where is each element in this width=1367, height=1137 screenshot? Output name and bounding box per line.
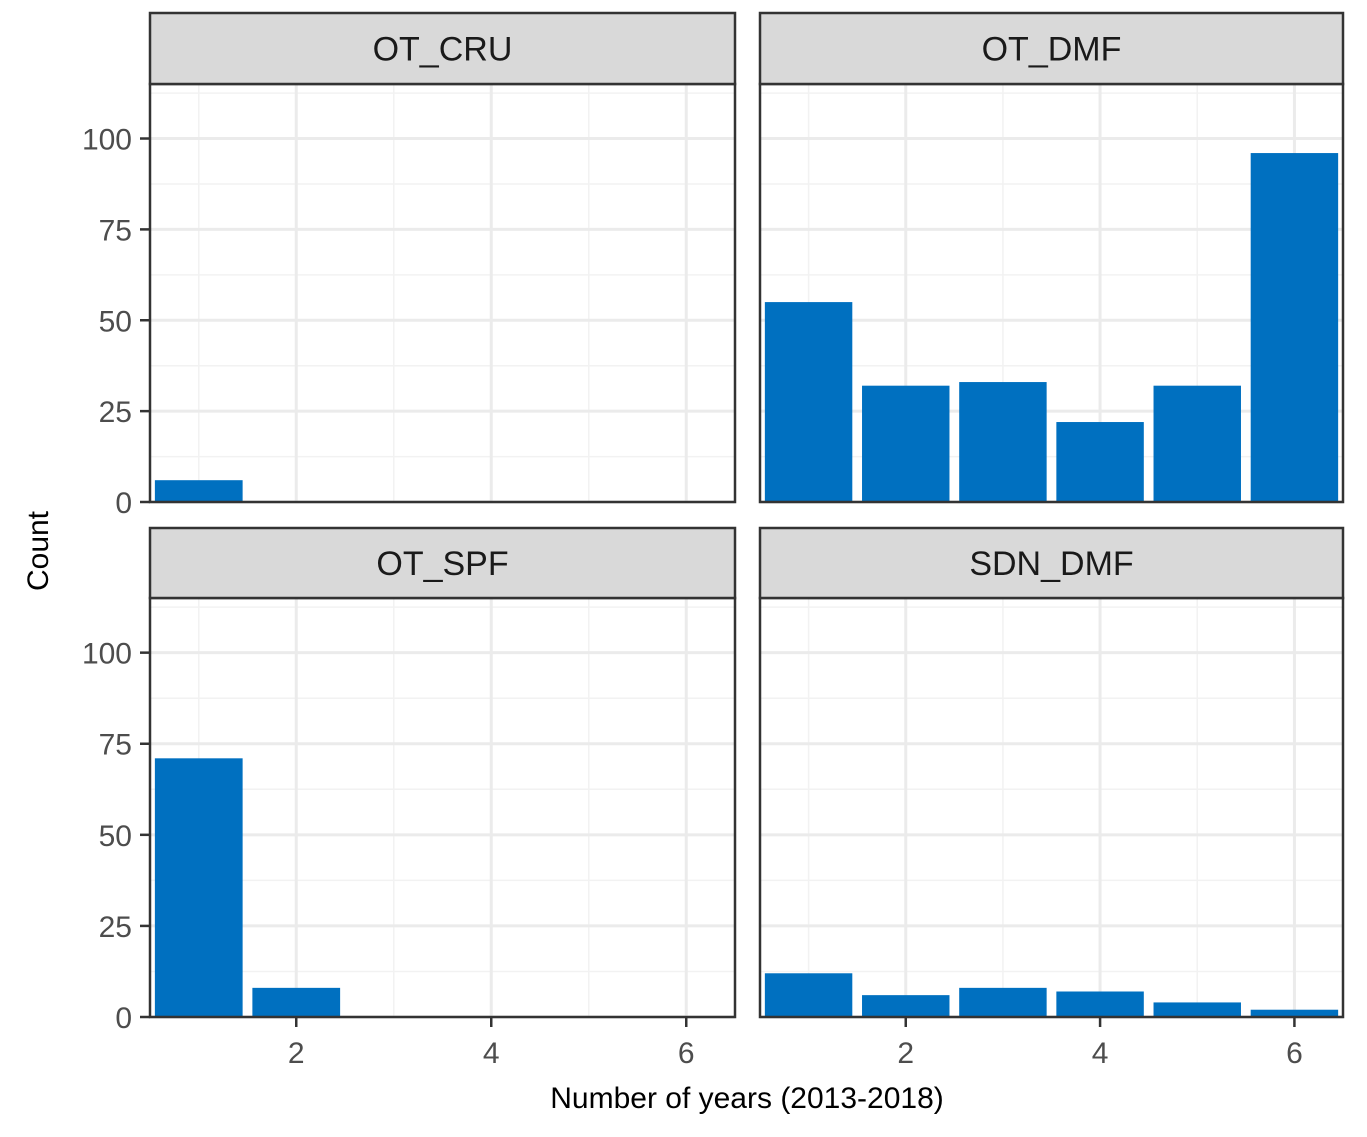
facet-panel-ot-cru: OT_CRU 0 25 50 75 100: [82, 11, 737, 520]
x-tick-label: 4: [483, 1037, 500, 1070]
y-tick-label: 100: [82, 638, 132, 671]
bar: [1056, 422, 1144, 502]
bar: [1153, 1002, 1241, 1017]
bar: [1250, 153, 1339, 503]
panel-background: [760, 84, 1343, 502]
bar: [764, 302, 853, 502]
panel-background: [150, 84, 735, 502]
strip-label: OT_SPF: [376, 545, 508, 583]
strip-label: OT_CRU: [373, 31, 513, 69]
panel-background: [760, 598, 1343, 1017]
x-tick-label: 2: [288, 1037, 305, 1070]
panels-layer: OT_CRU 0 25 50 75 100 OT_DMF OT_SPF 0 25 50 75 100 2 4…: [82, 11, 1345, 1070]
strip-background: [148, 526, 737, 600]
y-tick-label: 75: [99, 214, 132, 247]
y-tick-label: 50: [99, 820, 132, 853]
y-tick-label: 25: [99, 911, 132, 944]
strip-label: SDN_DMF: [969, 545, 1133, 583]
panel-background: [150, 598, 735, 1017]
y-tick-label: 25: [99, 396, 132, 429]
facet-panel-ot-spf: OT_SPF 0 25 50 75 100 2 4 6: [82, 526, 737, 1070]
y-tick-label: 75: [99, 729, 132, 762]
bar: [959, 987, 1047, 1017]
strip-background: [758, 11, 1345, 86]
bar: [154, 758, 243, 1017]
x-tick-label: 2: [897, 1037, 914, 1070]
bar: [862, 995, 950, 1017]
y-tick-label: 50: [99, 305, 132, 338]
x-tick-label: 6: [678, 1037, 695, 1070]
x-axis-title: Number of years (2013-2018): [550, 1082, 944, 1115]
facet-panel-ot-dmf: OT_DMF: [758, 11, 1345, 504]
bar: [862, 385, 950, 502]
y-tick-label: 0: [115, 487, 132, 520]
bar: [1153, 385, 1241, 502]
x-tick-label: 6: [1286, 1037, 1303, 1070]
bar: [1250, 1009, 1339, 1017]
strip-background: [148, 11, 737, 86]
y-tick-label: 100: [82, 124, 132, 157]
bar: [252, 987, 341, 1017]
bar: [764, 973, 853, 1017]
y-axis-title: Count: [22, 510, 55, 591]
bar: [1056, 991, 1144, 1017]
facet-panel-sdn-dmf: SDN_DMF 2 4 6: [758, 526, 1345, 1070]
y-tick-label: 0: [115, 1002, 132, 1035]
bar: [154, 480, 243, 502]
x-tick-label: 4: [1092, 1037, 1109, 1070]
strip-background: [758, 526, 1345, 600]
bar: [959, 382, 1047, 502]
strip-label: OT_DMF: [982, 31, 1122, 69]
